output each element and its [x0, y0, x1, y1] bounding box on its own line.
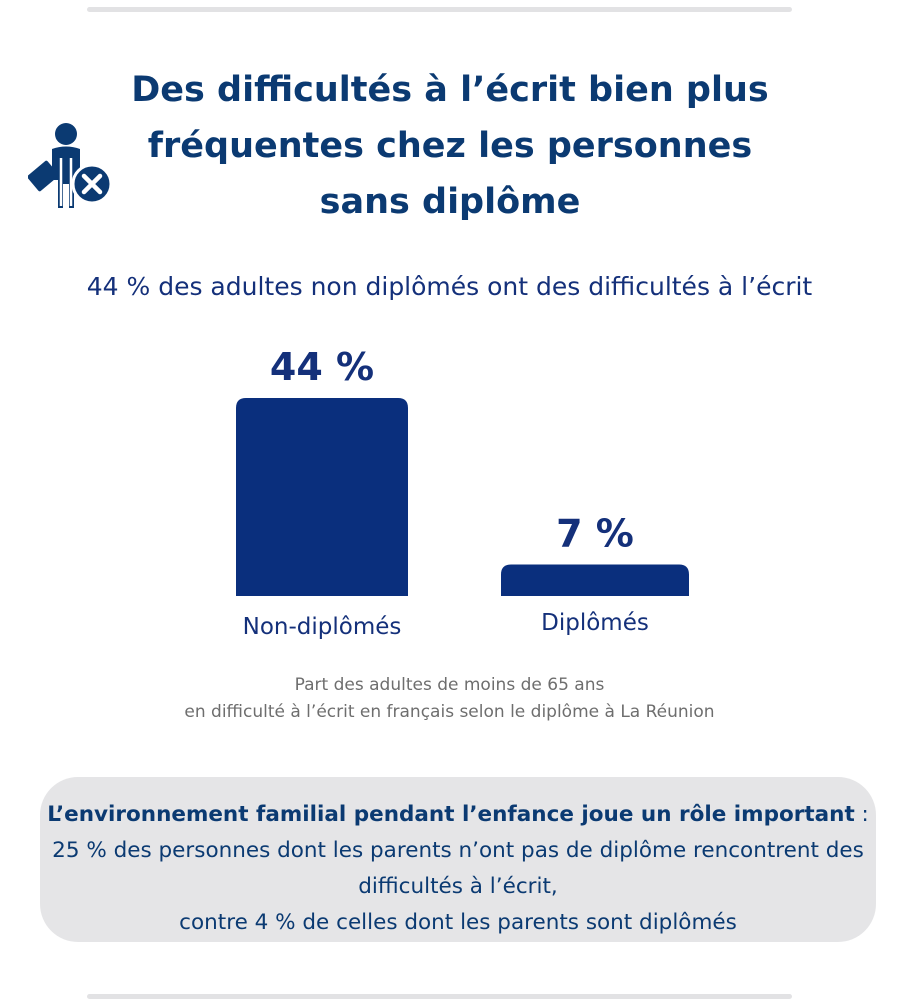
x-mark — [81, 173, 103, 195]
title-line-2: fréquentes chez les personnes — [147, 126, 753, 166]
diploma — [28, 160, 59, 192]
bar-value-label-2: 7 % — [556, 512, 634, 556]
caption-line-1: Part des adultes de moins de 65 ans — [294, 675, 605, 695]
caption-line-2: en difficulté à l’écrit en français selo… — [184, 702, 715, 722]
bar-2 — [501, 564, 689, 596]
bar-value-label-1: 44 % — [270, 345, 374, 389]
person-without-diploma-icon — [28, 123, 113, 208]
bottom-divider — [87, 994, 792, 999]
callout-text: L’environnement familial pendant l’enfan… — [40, 797, 876, 941]
callout-rest-1: : 25 % des personnes dont les parents n’… — [52, 802, 869, 899]
chart-subtitle: 44 % des adultes non diplômés ont des di… — [86, 272, 813, 301]
person-body — [52, 146, 80, 208]
chart-caption: Part des adultes de moins de 65 ans en d… — [0, 672, 899, 726]
person-legs — [59, 158, 73, 206]
title-line-1: Des difficultés à l’écrit bien plus — [131, 70, 769, 110]
top-divider — [87, 7, 792, 12]
page-title: Des difficultés à l’écrit bien plus fréq… — [100, 62, 800, 230]
category-label-2: Diplômés — [541, 610, 649, 636]
callout-box — [40, 777, 876, 942]
bar-1 — [236, 398, 408, 596]
category-label-1: Non-diplômés — [243, 614, 402, 640]
callout-rest-2: contre 4 % de celles dont les parents so… — [179, 910, 737, 935]
title-line-3: sans diplôme — [319, 182, 581, 222]
person-head — [55, 123, 77, 145]
callout-bold: L’environnement familial pendant l’enfan… — [47, 802, 855, 827]
bar-chart: 44 % Non-diplômés 7 % Diplômés — [236, 345, 689, 640]
